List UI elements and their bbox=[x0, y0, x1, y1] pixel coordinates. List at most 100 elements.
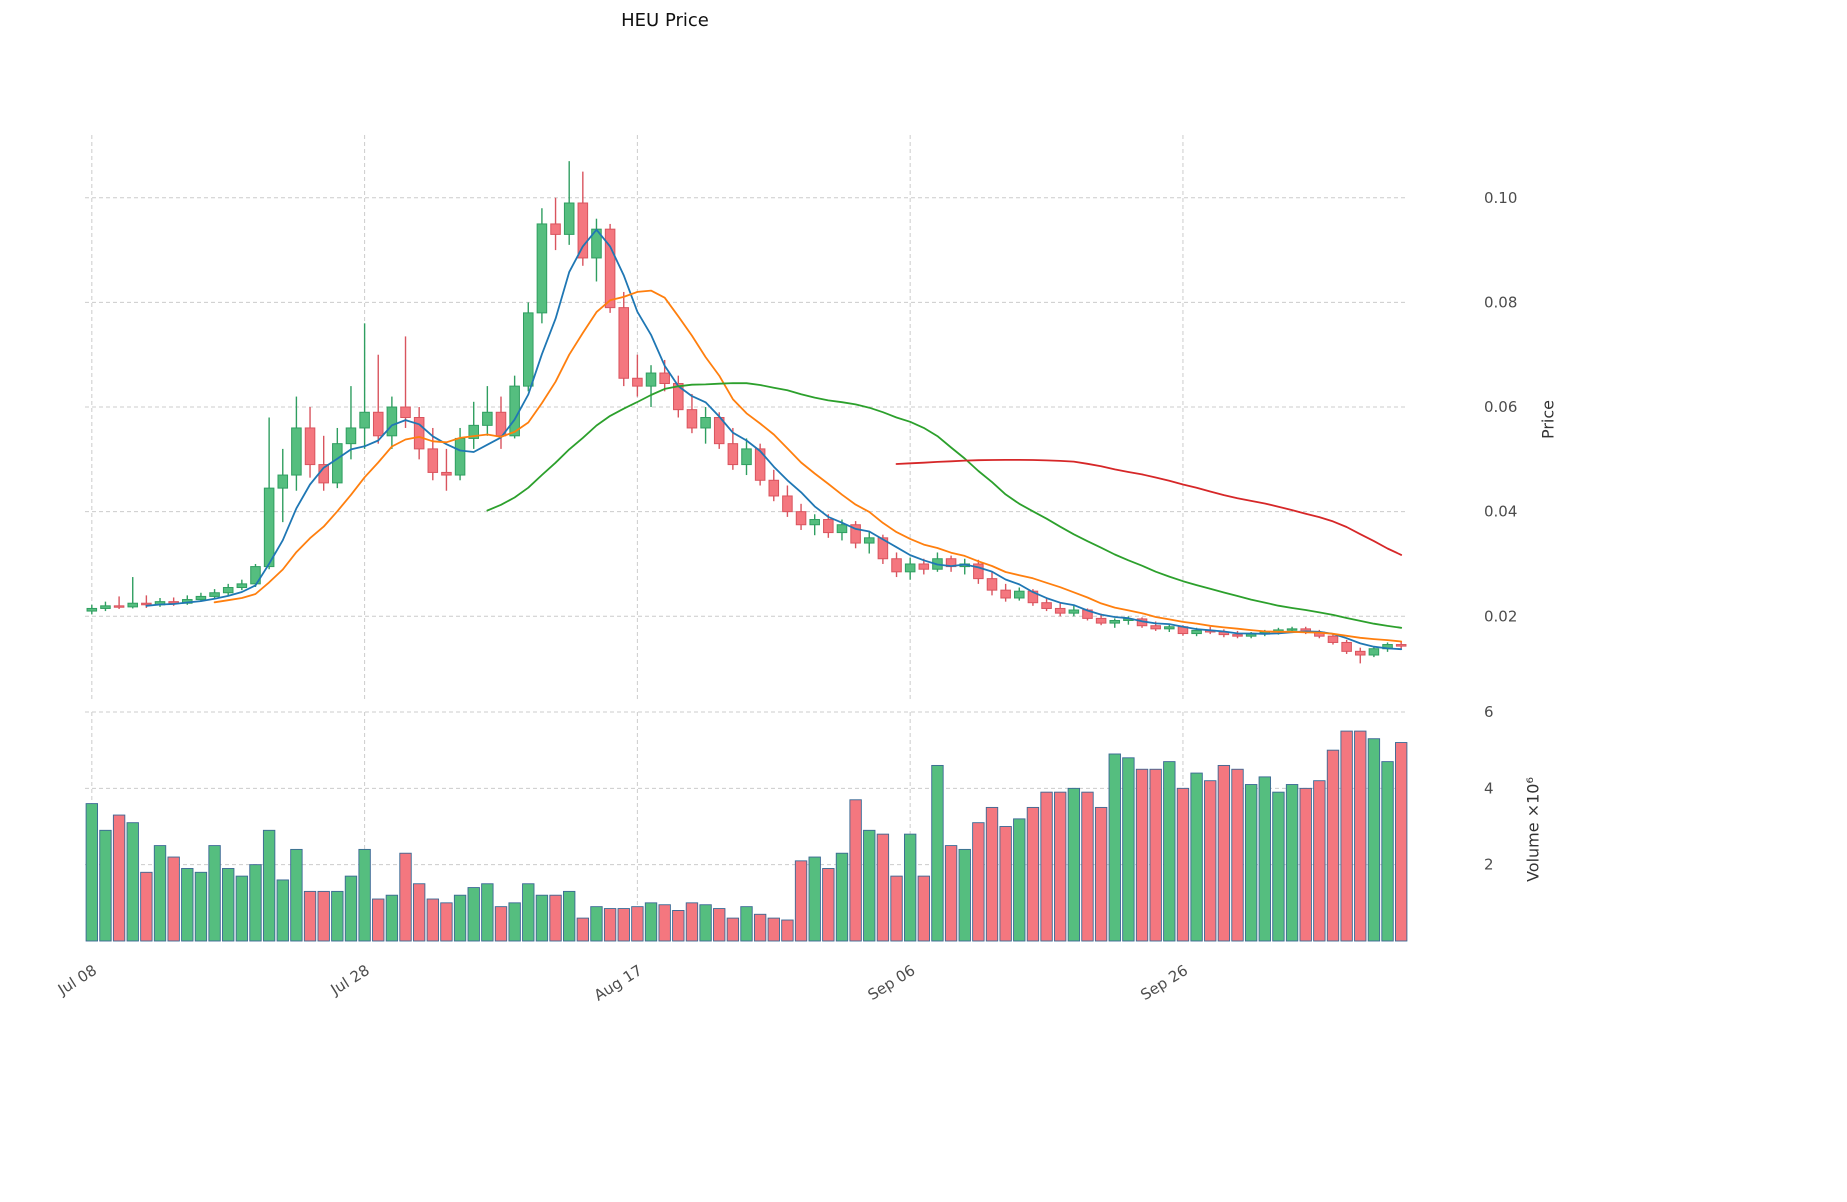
candle-body bbox=[100, 605, 111, 609]
candle-body bbox=[441, 471, 452, 476]
volume-bar bbox=[153, 845, 167, 942]
candle-body bbox=[86, 607, 98, 612]
candle-body bbox=[222, 587, 234, 594]
candle-body bbox=[1150, 625, 1161, 630]
volume-bar bbox=[426, 898, 439, 942]
volume-bar bbox=[1313, 780, 1326, 942]
ma-30-line bbox=[486, 382, 1403, 629]
volume-tick-label: 2 bbox=[1484, 856, 1494, 874]
volume-bar bbox=[181, 868, 194, 942]
price-tick-label: 0.02 bbox=[1484, 607, 1517, 625]
volume-bar bbox=[290, 848, 303, 942]
candle-body bbox=[700, 417, 711, 429]
candle-body bbox=[877, 537, 889, 560]
volume-bar bbox=[1326, 749, 1340, 942]
candle-body bbox=[918, 563, 930, 570]
candle-body bbox=[413, 417, 425, 450]
candles-layer bbox=[86, 161, 1407, 664]
candle-body bbox=[1286, 628, 1298, 631]
candle-body bbox=[550, 223, 561, 235]
volume-bar bbox=[344, 875, 358, 942]
candle-body bbox=[632, 377, 643, 387]
date-tick-label: Sep 26 bbox=[1137, 961, 1191, 1004]
volume-bar bbox=[126, 822, 139, 942]
volume-bar bbox=[249, 864, 262, 942]
volume-bar bbox=[590, 906, 603, 942]
volume-bar bbox=[822, 868, 835, 942]
volume-bar bbox=[1258, 776, 1271, 942]
candle-body bbox=[782, 495, 793, 513]
candle-body bbox=[236, 583, 248, 589]
price-tick-label: 0.06 bbox=[1484, 398, 1517, 416]
volume-bar bbox=[617, 908, 630, 942]
volume-bar bbox=[1340, 730, 1353, 942]
volume-bars-layer bbox=[85, 730, 1408, 942]
candle-body bbox=[1054, 607, 1066, 614]
volume-bar bbox=[1081, 791, 1094, 942]
candle-body bbox=[386, 406, 398, 437]
candle-body bbox=[1109, 619, 1121, 624]
volume-bar bbox=[863, 829, 876, 942]
candle-body bbox=[209, 592, 220, 597]
date-tick-label: Aug 17 bbox=[591, 961, 646, 1004]
candle-body bbox=[1095, 617, 1107, 624]
candle-body bbox=[1041, 602, 1052, 609]
volume-bar bbox=[1108, 753, 1121, 942]
volume-bar bbox=[99, 829, 112, 942]
volume-bar bbox=[235, 875, 249, 942]
volume-bar bbox=[631, 906, 644, 942]
ma-60-line bbox=[895, 458, 1403, 556]
volume-bar bbox=[385, 894, 399, 942]
candle-body bbox=[495, 411, 507, 437]
volume-bar bbox=[876, 833, 890, 942]
candle-body bbox=[113, 605, 125, 608]
candle-body bbox=[768, 479, 780, 497]
candle-body bbox=[673, 382, 684, 411]
date-tick-label: Jul 28 bbox=[327, 961, 373, 999]
volume-bar bbox=[412, 883, 426, 942]
volume-bar bbox=[167, 856, 180, 942]
price-tick-label: 0.04 bbox=[1484, 503, 1517, 521]
volume-bar bbox=[85, 803, 98, 942]
volume-bar bbox=[1026, 806, 1040, 942]
candle-body bbox=[277, 474, 289, 489]
candle-body bbox=[863, 537, 875, 544]
volume-bar bbox=[931, 764, 944, 942]
volume-tick-label: 6 bbox=[1484, 703, 1494, 721]
candle-body bbox=[986, 578, 998, 591]
volume-bar bbox=[944, 845, 958, 942]
volume-bar bbox=[194, 871, 208, 942]
candle-body bbox=[195, 595, 207, 601]
candle-body bbox=[482, 411, 493, 426]
volume-bar bbox=[917, 875, 930, 942]
candle-body bbox=[973, 563, 984, 580]
volume-bar bbox=[1067, 787, 1081, 942]
candle-body bbox=[850, 524, 861, 544]
candle-body bbox=[1191, 629, 1202, 635]
candle-body bbox=[359, 411, 370, 429]
candle-body bbox=[304, 427, 316, 466]
volume-bar bbox=[835, 852, 849, 942]
ma-5-line bbox=[145, 228, 1403, 651]
candle-body bbox=[332, 443, 343, 484]
volume-bar bbox=[903, 833, 917, 942]
volume-bar bbox=[1395, 742, 1408, 942]
price-tick-label: 0.10 bbox=[1484, 189, 1517, 207]
volume-bar bbox=[262, 829, 276, 942]
volume-bar bbox=[985, 806, 999, 942]
candle-body bbox=[468, 424, 479, 439]
candle-body bbox=[645, 372, 657, 387]
volume-bar bbox=[1231, 768, 1244, 942]
volume-bar bbox=[535, 894, 549, 942]
volume-bar bbox=[140, 871, 153, 942]
volume-bar bbox=[331, 890, 344, 942]
volume-bar bbox=[1122, 757, 1135, 942]
volume-bar bbox=[1176, 787, 1190, 942]
volume-bar bbox=[1217, 764, 1231, 942]
candle-body bbox=[741, 448, 752, 466]
volume-bar bbox=[1149, 768, 1162, 942]
candle-body bbox=[454, 437, 466, 476]
date-tick-label: Jul 08 bbox=[54, 961, 100, 999]
volume-bar bbox=[1244, 784, 1258, 942]
